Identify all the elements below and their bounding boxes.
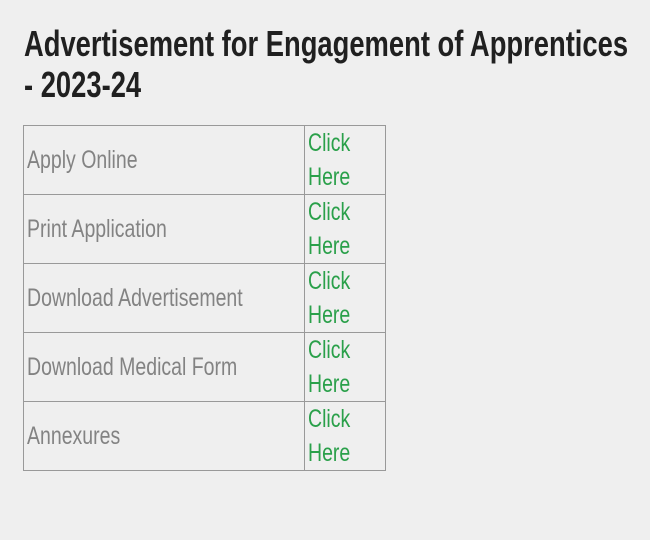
page-title-line-2: - 2023-24 [24,64,142,105]
row-label-download-medical-form: Download Medical Form [23,332,305,402]
row-label-apply-online: Apply Online [23,125,305,195]
row-label-annexures: Annexures [23,401,305,471]
row-link-cell: Click Here [303,401,386,471]
row-label-download-advertisement: Download Advertisement [23,263,305,333]
page-title: Advertisement for Engagement of Apprenti… [24,23,650,105]
table-row-download-advertisement: Download Advertisement Click Here [23,263,386,333]
table-row-download-medical-form: Download Medical Form Click Here [23,332,386,402]
table-row-apply-online: Apply Online Click Here [23,125,386,195]
print-application-click-here-link[interactable]: Click Here [307,198,350,260]
download-advertisement-click-here-link[interactable]: Click Here [307,267,350,329]
download-medical-form-click-here-link[interactable]: Click Here [307,336,350,398]
row-link-cell: Click Here [303,194,386,264]
row-link-cell: Click Here [303,263,386,333]
row-label-print-application: Print Application [23,194,305,264]
table-row-print-application: Print Application Click Here [23,194,386,264]
apply-online-click-here-link[interactable]: Click Here [307,129,350,191]
page-title-line-1: Advertisement for Engagement of Apprenti… [24,23,629,64]
table-row-annexures: Annexures Click Here [23,401,386,471]
annexures-click-here-link[interactable]: Click Here [307,405,350,467]
links-table: Apply Online Click Here Print Applicatio… [23,125,386,471]
row-link-cell: Click Here [303,332,386,402]
row-link-cell: Click Here [303,125,386,195]
